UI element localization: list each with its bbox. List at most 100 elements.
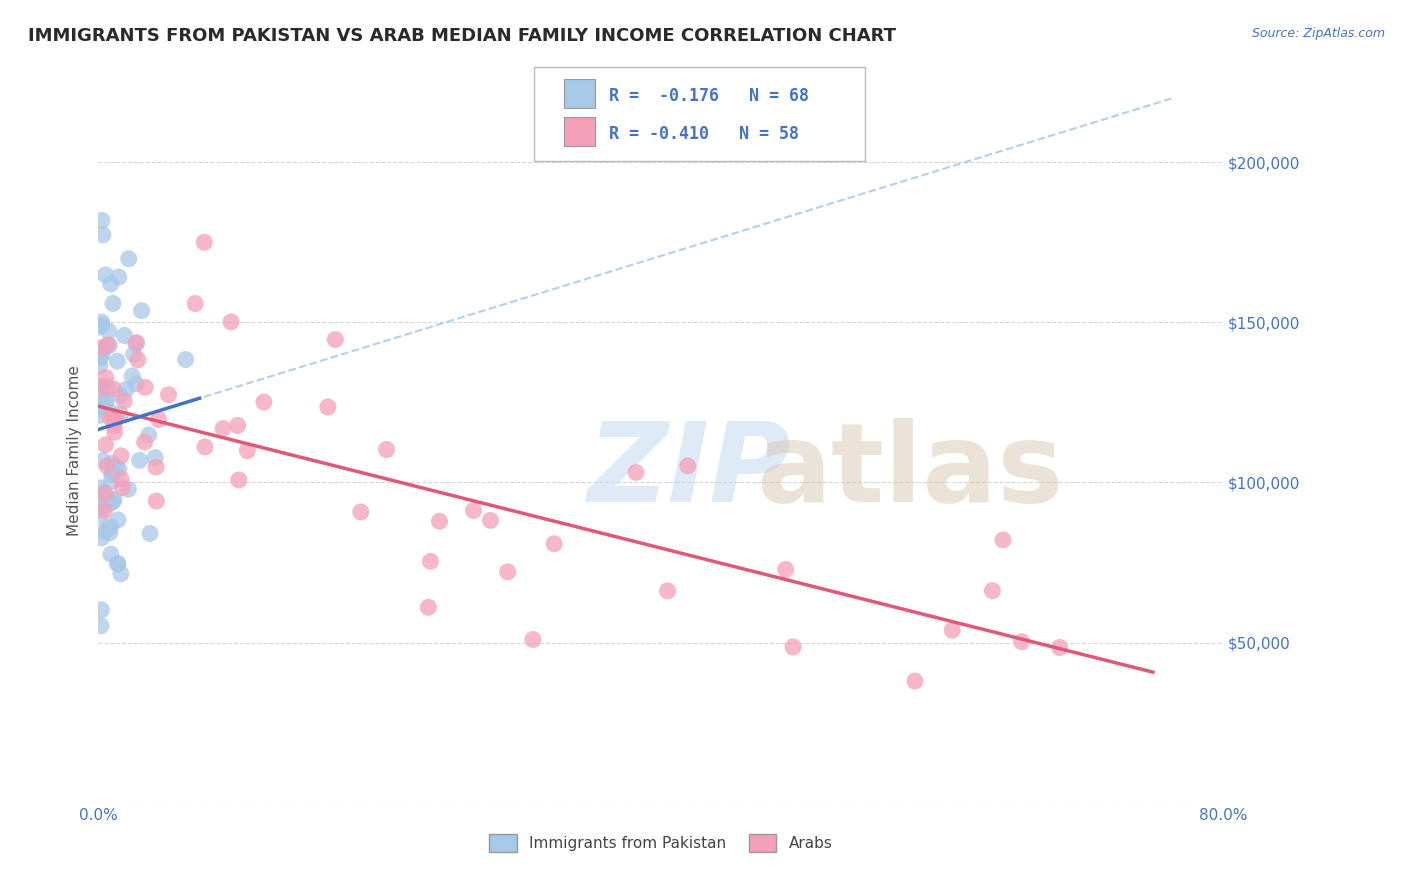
Point <box>90 619 112 633</box>
Y-axis label: Median Family Income: Median Family Income <box>67 365 83 536</box>
Point <box>89 351 111 365</box>
Point <box>93 503 115 517</box>
Point <box>89 508 111 523</box>
Point <box>90 389 112 403</box>
Point <box>128 453 150 467</box>
Legend: Immigrants from Pakistan, Arabs: Immigrants from Pakistan, Arabs <box>484 828 838 859</box>
Point <box>100 520 122 534</box>
Point <box>219 315 242 329</box>
Point <box>101 456 124 470</box>
Point <box>143 450 166 465</box>
Point <box>543 537 565 551</box>
Point <box>100 475 122 489</box>
Text: Source: ZipAtlas.com: Source: ZipAtlas.com <box>1251 27 1385 40</box>
Point <box>93 524 115 539</box>
Point <box>174 352 197 367</box>
Point <box>108 462 131 476</box>
Point <box>479 513 502 527</box>
Point <box>97 522 120 536</box>
Point <box>125 336 148 351</box>
Point <box>624 466 647 480</box>
Point <box>90 318 112 333</box>
Point <box>90 341 112 355</box>
Point <box>138 428 160 442</box>
Point <box>96 379 118 393</box>
Point <box>522 632 544 647</box>
Point <box>496 565 519 579</box>
Point <box>105 354 128 368</box>
Point <box>112 394 135 409</box>
Point <box>134 435 156 450</box>
Point <box>193 235 215 250</box>
Point <box>93 485 115 500</box>
Point <box>375 442 398 457</box>
Point <box>148 412 170 426</box>
Point <box>90 603 112 617</box>
Point <box>107 557 129 571</box>
Point <box>236 443 259 458</box>
Point <box>118 252 141 266</box>
Point <box>94 486 117 500</box>
Point <box>657 583 679 598</box>
Point <box>93 498 115 512</box>
Point <box>100 547 122 561</box>
Point <box>127 352 149 367</box>
Text: IMMIGRANTS FROM PAKISTAN VS ARAB MEDIAN FAMILY INCOME CORRELATION CHART: IMMIGRANTS FROM PAKISTAN VS ARAB MEDIAN … <box>28 27 896 45</box>
Point <box>981 583 1004 598</box>
Point <box>676 458 699 473</box>
Point <box>94 268 117 282</box>
Text: R = -0.410   N = 58: R = -0.410 N = 58 <box>609 125 799 143</box>
Point <box>253 395 276 409</box>
Point <box>139 526 162 541</box>
Point <box>419 554 441 568</box>
Point <box>145 460 167 475</box>
Point <box>125 376 148 391</box>
Point <box>904 674 927 689</box>
Point <box>112 328 135 343</box>
Point <box>226 418 249 433</box>
Point <box>775 562 797 576</box>
Point <box>107 557 129 571</box>
Point <box>89 350 111 364</box>
Point <box>110 408 132 422</box>
Point <box>94 394 117 409</box>
Point <box>115 383 138 397</box>
Point <box>121 368 143 383</box>
Point <box>89 359 111 373</box>
Point <box>1011 634 1033 648</box>
Point <box>94 395 117 409</box>
Point <box>316 400 339 414</box>
Point <box>110 449 132 463</box>
Point <box>103 382 125 396</box>
Point <box>90 380 112 394</box>
Text: ZIP: ZIP <box>588 418 792 525</box>
Point <box>101 495 124 509</box>
Point <box>91 453 114 467</box>
Point <box>418 600 440 615</box>
Point <box>184 296 207 310</box>
Point <box>90 348 112 362</box>
Point <box>131 303 153 318</box>
Point <box>90 402 112 417</box>
Point <box>97 338 120 352</box>
Point <box>991 533 1014 547</box>
Point <box>94 370 117 384</box>
Point <box>110 566 132 581</box>
Point <box>157 387 180 401</box>
Point <box>463 503 485 517</box>
Point <box>104 414 127 428</box>
Point <box>145 494 167 508</box>
Point <box>98 496 121 510</box>
Point <box>100 405 122 419</box>
Point <box>101 296 124 310</box>
Point <box>782 640 804 654</box>
Point <box>103 492 125 507</box>
Point <box>94 438 117 452</box>
Point <box>89 409 111 423</box>
Point <box>104 425 127 440</box>
Point <box>117 482 139 496</box>
Point <box>89 500 111 514</box>
Point <box>110 472 132 486</box>
Point <box>111 481 134 495</box>
Point <box>96 458 118 473</box>
